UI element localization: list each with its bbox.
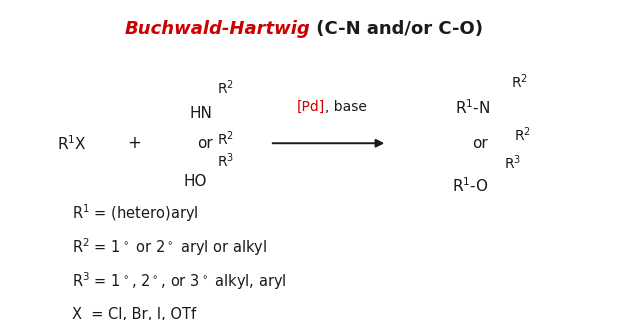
Text: R$^2$: R$^2$ [514, 125, 531, 144]
Text: HO: HO [184, 174, 207, 189]
Text: (C-N and/or C-O): (C-N and/or C-O) [310, 20, 483, 38]
Text: R$^2$ = 1$^\circ$ or 2$^\circ$ aryl or alkyl: R$^2$ = 1$^\circ$ or 2$^\circ$ aryl or a… [73, 236, 268, 258]
Text: Buchwald-Hartwig: Buchwald-Hartwig [124, 20, 310, 38]
Text: X  = Cl, Br, I, OTf: X = Cl, Br, I, OTf [73, 307, 197, 320]
Text: R$^2$: R$^2$ [218, 78, 234, 97]
Text: +: + [127, 134, 141, 152]
Text: R$^1$-O: R$^1$-O [452, 176, 489, 195]
Text: R$^1$ = (hetero)aryl: R$^1$ = (hetero)aryl [73, 203, 199, 224]
Text: or: or [472, 136, 487, 151]
Text: R$^3$: R$^3$ [505, 153, 521, 172]
Text: R$^2$: R$^2$ [218, 130, 234, 148]
Text: R$^1$-N: R$^1$-N [455, 99, 490, 117]
Text: R$^2$: R$^2$ [511, 73, 528, 91]
Text: , base: , base [326, 100, 367, 114]
Text: or: or [197, 136, 213, 151]
Text: [Pd]: [Pd] [297, 100, 326, 114]
Text: R$^3$ = 1$^\circ$, 2$^\circ$, or 3$^\circ$ alkyl, aryl: R$^3$ = 1$^\circ$, 2$^\circ$, or 3$^\cir… [73, 270, 287, 292]
Text: HN: HN [190, 107, 213, 122]
Text: R$^1$X: R$^1$X [58, 134, 87, 153]
Text: R$^3$: R$^3$ [218, 151, 234, 170]
